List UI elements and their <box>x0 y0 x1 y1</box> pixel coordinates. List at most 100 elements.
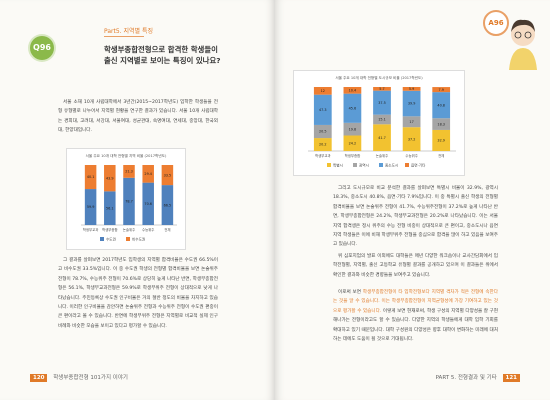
data-label: 12 <box>321 89 325 93</box>
data-label: 59.9 <box>87 205 95 209</box>
legend-label: 광역시 <box>359 162 369 167</box>
character-glasses <box>514 31 522 39</box>
data-label: 43.9 <box>106 176 114 180</box>
figure: 서울 주요 10개 대학 전형별 도시규모 비율 (2017학년도) 20.2 20… <box>293 70 465 176</box>
bar-segment <box>373 87 391 91</box>
paragraph: 서울 소재 10개 사립대학에서 3년간(2015~2017학년도) 입학한 학… <box>58 100 218 134</box>
paragraph: 이로써 보면 학생부종합전형이 타 입학전형보다 지역별 격차가 적은 전형에 … <box>333 288 498 344</box>
bar-segment <box>432 129 451 151</box>
data-label: 18.3 <box>437 122 445 126</box>
bar-segment <box>373 90 391 115</box>
bar-segment <box>104 191 116 225</box>
bar-segment <box>84 189 97 225</box>
legend-swatch <box>126 237 130 241</box>
data-label: 37.5 <box>378 101 386 105</box>
paragraph: 그리고 도시규모로 비교 분석한 결과를 살펴보면 특별시 비율이 32.9%,… <box>333 184 498 250</box>
data-label: 21.3 <box>125 170 133 174</box>
x-tick-label: 전체 <box>438 153 444 158</box>
legend-swatch <box>100 237 104 241</box>
data-label: 20.2 <box>319 143 327 147</box>
x-tick-label: 논술위주 <box>376 153 388 158</box>
x-tick-label: 학생부종합 <box>345 153 361 158</box>
data-label: 24.2 <box>349 141 357 145</box>
data-label: 7.9 <box>438 88 443 92</box>
data-label: 40.8 <box>437 103 445 107</box>
bar-segment <box>161 185 174 225</box>
footer: 120 학생부종합전형 101가지 이야기 <box>30 373 128 382</box>
x-tick-label: 수능위주 <box>142 227 154 232</box>
legend-swatch <box>405 163 409 167</box>
data-label: 40.1 <box>87 175 95 179</box>
x-tick-label: 학생부교과 <box>315 153 331 158</box>
paragraph: 그 결과를 살펴보면 2017학년도 입학생의 지역별 합격비율은 수도권 66… <box>58 258 218 329</box>
section-rule <box>104 36 144 37</box>
figure: 서울 주요 10개 대학 전형별 지역 비율 (2017학년도) 59.9 40.1… <box>66 148 186 250</box>
data-label: 20.5 <box>319 130 327 134</box>
figure-title: 서울 주요 10개 대학 전형별 지역 비율 (2017학년도) <box>86 153 167 158</box>
bar-segment <box>313 124 332 139</box>
data-label: 5.7 <box>379 87 384 91</box>
bar-segment <box>373 114 391 125</box>
section-label: Part5. 지역별 특징 <box>104 28 153 35</box>
bar-segment <box>432 87 451 93</box>
bar-segment <box>123 177 135 225</box>
page-number: 121 <box>502 374 520 382</box>
character-hair <box>511 19 535 32</box>
data-label: 66.5 <box>164 203 172 207</box>
answer-badge: A96 <box>483 10 509 36</box>
question-line: 출신 지역별로 보이는 특징이 있나요? <box>104 56 221 65</box>
bar-segment <box>313 87 332 95</box>
data-label: 70.6 <box>144 202 152 206</box>
figure-chart: 서울 주요 10개 대학 전형별 도시규모 비율 (2017학년도) 20.2 20… <box>308 75 456 167</box>
legend-swatch <box>327 163 331 167</box>
page-number: 120 <box>30 374 48 382</box>
data-label: 29.4 <box>144 172 152 176</box>
paragraph-text: 이렇게 보면 현재로써, 학생 구성의 지역별 다양성을 잘 구현해나가는 전형… <box>333 308 498 343</box>
paragraph-text: 그리고 도시규모로 비교 분석한 결과를 살펴보면 특별시 비율이 32.9%,… <box>333 186 498 248</box>
character-body <box>509 48 537 70</box>
data-label: 39.9 <box>408 102 416 106</box>
data-label: 5.9 <box>409 87 414 91</box>
bar-segment <box>373 124 391 151</box>
bar-segment <box>104 165 116 192</box>
book-title: 학생부종합전형 101가지 이야기 <box>53 375 128 381</box>
left-page: Q96 Part5. 지역별 특징 학생부종합전형으로 합격한 학생들이 출신 … <box>0 0 275 400</box>
data-label: 19.8 <box>349 127 357 131</box>
legend-label: 수도권 <box>106 236 116 241</box>
character-glasses <box>524 31 532 39</box>
bar-segment <box>402 87 421 91</box>
bar-segment <box>432 92 451 119</box>
data-label: 10.4 <box>349 89 357 93</box>
question-line: 학생부종합전형으로 합격한 학생들이 <box>104 45 218 54</box>
x-tick-label: 전체 <box>164 227 170 232</box>
section-name: PART 5. 전형결과 및 기타 <box>435 375 497 381</box>
x-tick-label: 논술위주 <box>123 227 135 232</box>
character-illustration <box>509 19 537 70</box>
paragraph-text: 위 심포지엄의 발표 이외에도 대학들은 매년 다양한 워크숍이나 교사간담회에… <box>333 254 498 278</box>
bar-segment <box>84 165 97 190</box>
bar-segment <box>432 118 451 130</box>
data-label: 17 <box>409 120 413 124</box>
data-label: 78.7 <box>125 200 133 204</box>
bar-segment <box>402 127 421 151</box>
data-label: 33.5 <box>164 173 172 177</box>
bar-segment <box>142 165 154 183</box>
data-label: 45.6 <box>349 106 357 110</box>
legend-label: 비수도권 <box>132 236 145 241</box>
bar-segment <box>123 165 135 178</box>
legend-label: 특별시 <box>333 162 343 167</box>
footer: PART 5. 전형결과 및 기타 121 <box>435 373 520 382</box>
right-page: A96 서울 주요 10개 대학 전형별 도시규모 비율 (2017학년도) 20… <box>275 0 550 400</box>
data-label: 32.9 <box>437 139 445 143</box>
figure-title: 서울 주요 10개 대학 전형별 도시규모 비율 (2017학년도) <box>335 75 423 80</box>
legend-swatch <box>379 163 383 167</box>
bar-segment <box>313 138 332 151</box>
bar-segment <box>343 93 362 123</box>
data-label: 15.1 <box>378 118 386 122</box>
x-tick-label: 수능위주 <box>405 153 417 158</box>
bar-segment <box>343 135 362 151</box>
bar-segment <box>161 165 174 186</box>
question-badge: Q96 <box>30 36 54 60</box>
data-label: 37.2 <box>408 137 416 141</box>
